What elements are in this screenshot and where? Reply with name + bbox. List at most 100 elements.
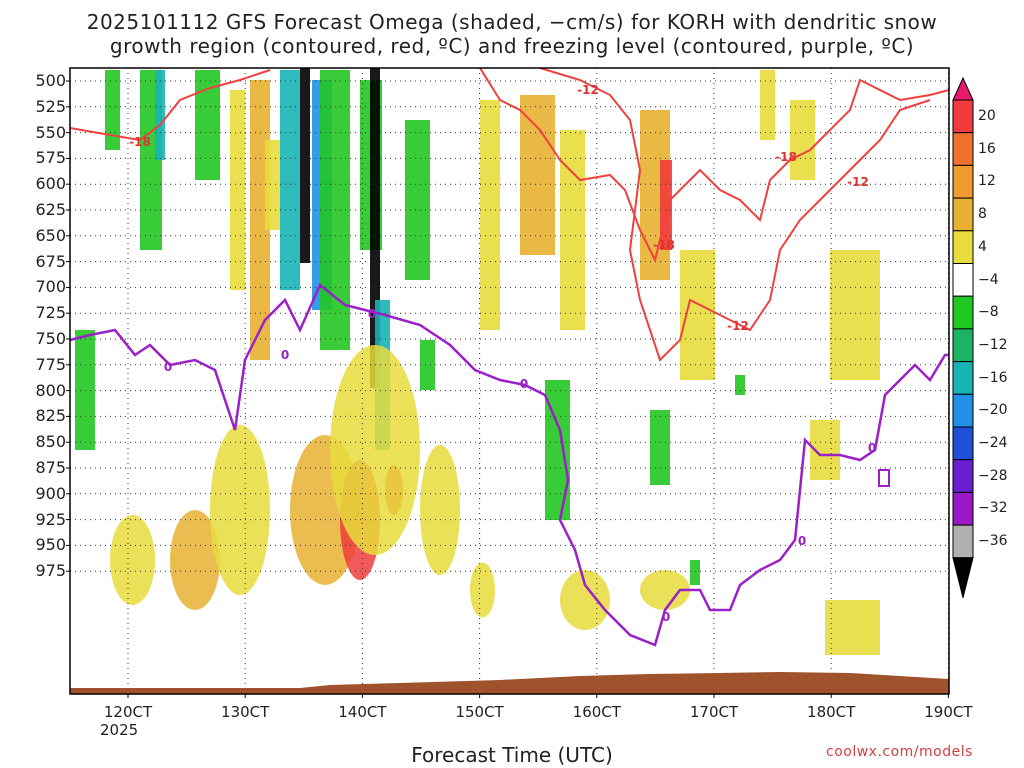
x-tick-label: 130CT — [221, 703, 270, 721]
dgz-contour — [69, 69, 271, 142]
colorbar-segment — [952, 328, 974, 363]
colorbar-tick-label: −24 — [978, 435, 1008, 451]
omega-patch — [690, 560, 700, 585]
x-axis-label: Forecast Time (UTC) — [411, 743, 613, 767]
y-tick-label: 900 — [35, 483, 66, 503]
omega-blob — [420, 445, 460, 575]
dgz-contour-label: -18 — [775, 150, 797, 164]
colorbar-tick-label: −8 — [978, 304, 999, 321]
credit-text: coolwx.com/models — [826, 744, 973, 760]
y-tick-label: 775 — [35, 354, 66, 374]
dgz-contour-label: -12 — [727, 319, 749, 333]
y-tick-label: 700 — [35, 277, 66, 297]
colorbar-tick-label: −28 — [978, 467, 1008, 484]
omega-patch — [280, 70, 300, 290]
colorbar-tick-label: 4 — [978, 238, 987, 255]
colorbar-tick-label: −32 — [978, 500, 1008, 517]
omega-patch — [105, 70, 120, 150]
omega-patch — [760, 70, 775, 140]
x-tick-label: 190CT — [924, 703, 973, 721]
omega-patch — [75, 330, 95, 450]
y-tick-label: 625 — [35, 200, 66, 219]
colorbar-tick-label: −12 — [978, 336, 1008, 353]
y-tick-label: 950 — [35, 535, 66, 555]
x-tick-label: 140CT — [338, 703, 387, 721]
omega-patch — [830, 250, 880, 380]
colorbar-segment — [952, 99, 974, 134]
colorbar-segment — [952, 524, 974, 559]
colorbar-segment — [952, 393, 974, 428]
colorbar-segment — [952, 164, 974, 199]
omega-blob — [210, 425, 270, 595]
colorbar-segment — [952, 426, 974, 461]
y-tick-label: 525 — [35, 96, 66, 116]
colorbar-segment — [952, 361, 974, 395]
omega-patch — [265, 140, 280, 230]
y-tick-label: 975 — [35, 561, 66, 581]
colorbar-segment — [952, 295, 974, 330]
omega-patch — [650, 410, 670, 485]
colorbar-tick-label: 20 — [978, 108, 996, 124]
colorbar-tick-label: −4 — [978, 271, 999, 288]
y-tick-label: 800 — [35, 380, 66, 400]
plot-frame — [69, 67, 950, 695]
x-tick-label: 180CT — [807, 703, 856, 721]
freezing-level-contour — [69, 283, 949, 647]
colorbar-segment — [952, 230, 974, 265]
dgz-contour — [539, 67, 931, 362]
freezing-level-label: 0 — [368, 307, 376, 321]
freezing-level-label: 0 — [868, 441, 876, 455]
y-tick-label: 575 — [35, 148, 66, 168]
omega-patch — [300, 68, 310, 263]
y-tick-label: 825 — [35, 406, 66, 426]
freezing-level-label: 0 — [662, 610, 670, 624]
omega-patch — [735, 375, 745, 395]
x-tick-label: 160CT — [572, 703, 621, 721]
omega-patch — [560, 130, 585, 330]
omega-blob — [640, 570, 690, 610]
colorbar-segment — [952, 132, 974, 166]
omega-patch — [155, 70, 165, 160]
omega-blob — [330, 345, 420, 555]
colorbar-tick-label: 16 — [978, 140, 996, 157]
freezing-level-label: 0 — [281, 348, 289, 362]
omega-patch — [480, 100, 500, 330]
freezing-level-label: 0 — [798, 534, 806, 548]
y-tick-label: 650 — [35, 225, 66, 245]
y-tick-label: 875 — [35, 458, 66, 477]
freezing-level-label: 0 — [520, 377, 528, 391]
dgz-contour-label: -18 — [653, 238, 675, 252]
dgz-contour-label: -18 — [129, 135, 151, 149]
omega-blob — [170, 510, 220, 610]
dgz-contour — [479, 67, 950, 263]
y-tick-label: 675 — [35, 251, 66, 271]
omega-patch — [790, 100, 815, 180]
colorbar-tick-label: 12 — [978, 173, 996, 190]
omega-patch — [370, 68, 380, 388]
omega-blob — [560, 570, 610, 630]
y-tick-label: 850 — [35, 432, 66, 452]
omega-patch — [825, 600, 880, 655]
dgz-contour-label: -12 — [847, 175, 869, 189]
year-label: 2025 — [100, 721, 139, 739]
omega-blob — [110, 515, 155, 605]
chart-title-line1: 2025101112 GFS Forecast Omega (shaded, −… — [86, 10, 938, 34]
y-tick-label: 750 — [35, 329, 66, 348]
y-tick-label: 725 — [35, 303, 66, 323]
colorbar-tick-label: −16 — [978, 369, 1008, 386]
colorbar-top-arrow — [952, 76, 974, 101]
freezing-level-label: 0 — [164, 360, 172, 374]
colorbar-tick-label: −36 — [978, 533, 1008, 550]
colorbar-segment — [952, 459, 974, 493]
terrain — [70, 672, 949, 694]
omega-patch — [520, 95, 555, 255]
freezing-level-contour — [878, 469, 890, 487]
omega-patch — [405, 120, 430, 280]
y-tick-label: 500 — [35, 71, 66, 90]
y-tick-label: 925 — [35, 509, 66, 529]
dgz-contour-label: -12 — [577, 83, 599, 97]
y-tick-label: 550 — [35, 122, 66, 142]
colorbar-segment — [952, 197, 974, 232]
colorbar-segment — [952, 263, 974, 297]
